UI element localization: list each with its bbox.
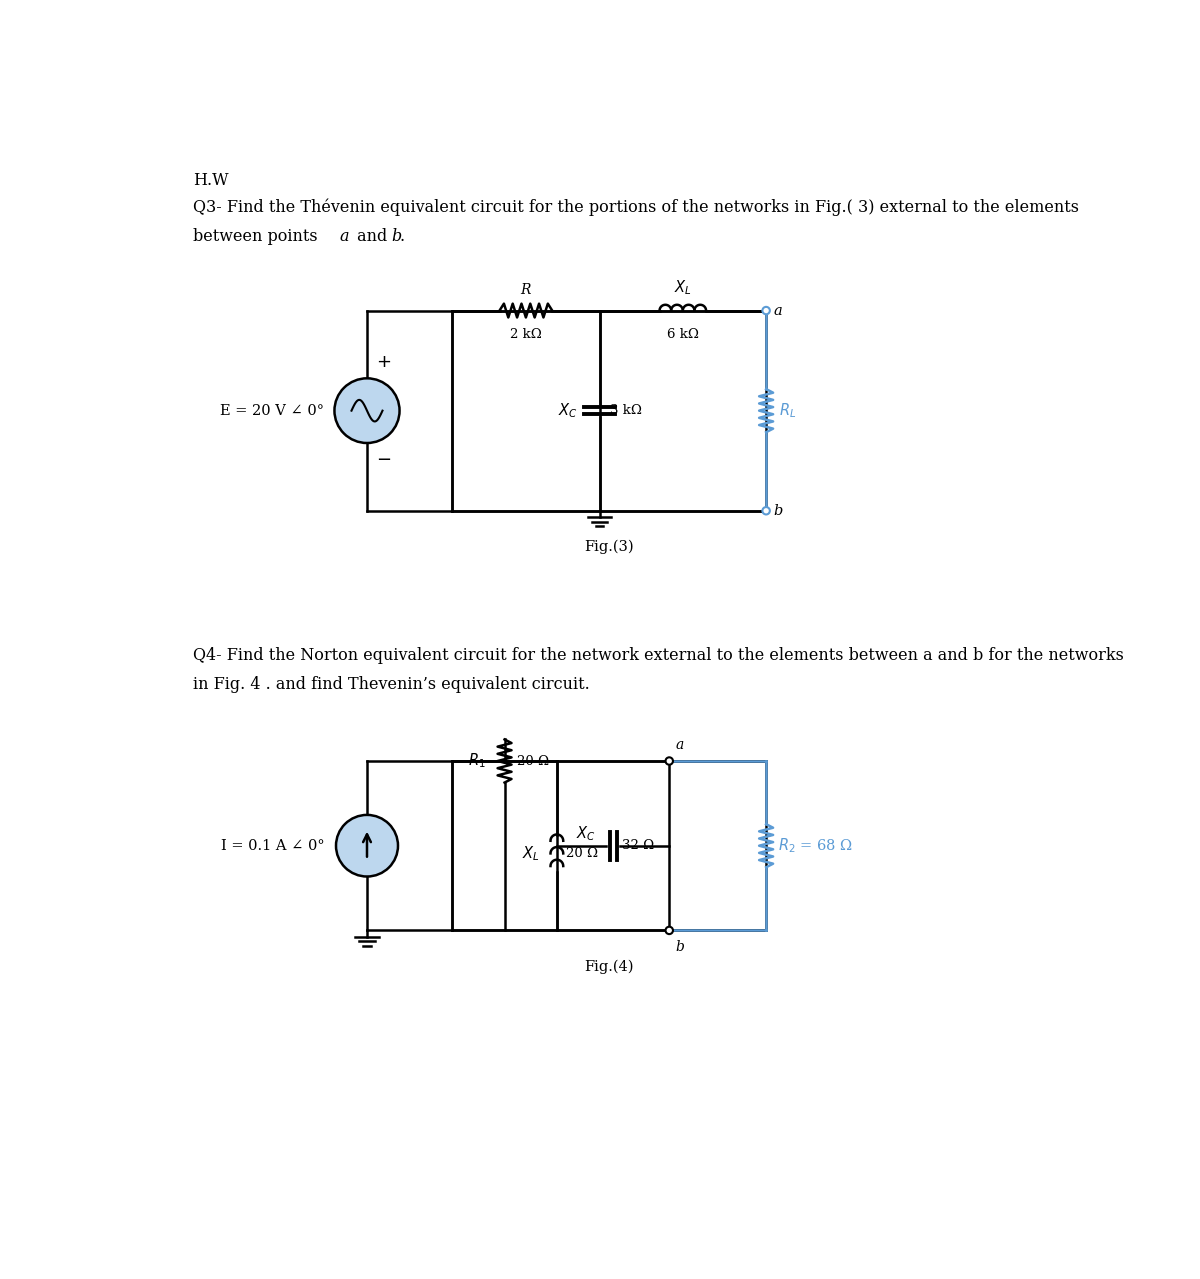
Text: $X_C$: $X_C$: [576, 824, 596, 843]
Text: $X_L$: $X_L$: [522, 844, 540, 863]
Text: E = 20 V ∠ 0°: E = 20 V ∠ 0°: [221, 404, 324, 418]
Text: a: a: [774, 303, 782, 317]
Circle shape: [336, 815, 398, 876]
Circle shape: [335, 379, 400, 443]
Text: $X_C$: $X_C$: [558, 402, 578, 420]
Text: and: and: [352, 228, 392, 246]
Text: between points: between points: [193, 228, 323, 246]
Text: $R_1$: $R_1$: [468, 752, 486, 770]
Text: in Fig. 4 . and find Thevenin’s equivalent circuit.: in Fig. 4 . and find Thevenin’s equivale…: [193, 677, 589, 693]
Text: $X_L$: $X_L$: [674, 278, 691, 297]
Circle shape: [666, 927, 673, 934]
Circle shape: [762, 506, 770, 514]
Text: 6 kΩ: 6 kΩ: [667, 327, 698, 340]
Text: $R_2$ = 68 Ω: $R_2$ = 68 Ω: [778, 836, 853, 856]
Text: a: a: [340, 228, 349, 246]
Text: 2 kΩ: 2 kΩ: [510, 327, 541, 340]
Text: I = 0.1 A ∠ 0°: I = 0.1 A ∠ 0°: [221, 839, 324, 853]
Circle shape: [666, 757, 673, 765]
Text: +: +: [377, 353, 391, 371]
Text: b: b: [676, 940, 684, 954]
Text: 32 Ω: 32 Ω: [623, 839, 654, 852]
Text: R: R: [521, 283, 532, 297]
Text: b: b: [391, 228, 402, 246]
Circle shape: [762, 307, 770, 315]
Text: Q4- Find the Norton equivalent circuit for the network external to the elements : Q4- Find the Norton equivalent circuit f…: [193, 647, 1123, 664]
Text: $R_L$: $R_L$: [779, 402, 796, 420]
Text: .: .: [400, 228, 404, 246]
Text: 3 kΩ: 3 kΩ: [611, 404, 642, 417]
Text: 20 Ω: 20 Ω: [566, 847, 598, 859]
Text: 20 Ω: 20 Ω: [517, 755, 548, 767]
Text: b: b: [774, 504, 784, 518]
Text: Fig.(4): Fig.(4): [584, 959, 634, 975]
Text: a: a: [676, 738, 684, 752]
Text: Q3- Find the Thévenin equivalent circuit for the portions of the networks in Fig: Q3- Find the Thévenin equivalent circuit…: [193, 200, 1079, 216]
Text: H.W: H.W: [193, 171, 228, 189]
Bar: [452, 761, 766, 930]
Text: −: −: [377, 450, 391, 468]
Bar: [452, 311, 766, 510]
Text: Fig.(3): Fig.(3): [584, 540, 634, 554]
